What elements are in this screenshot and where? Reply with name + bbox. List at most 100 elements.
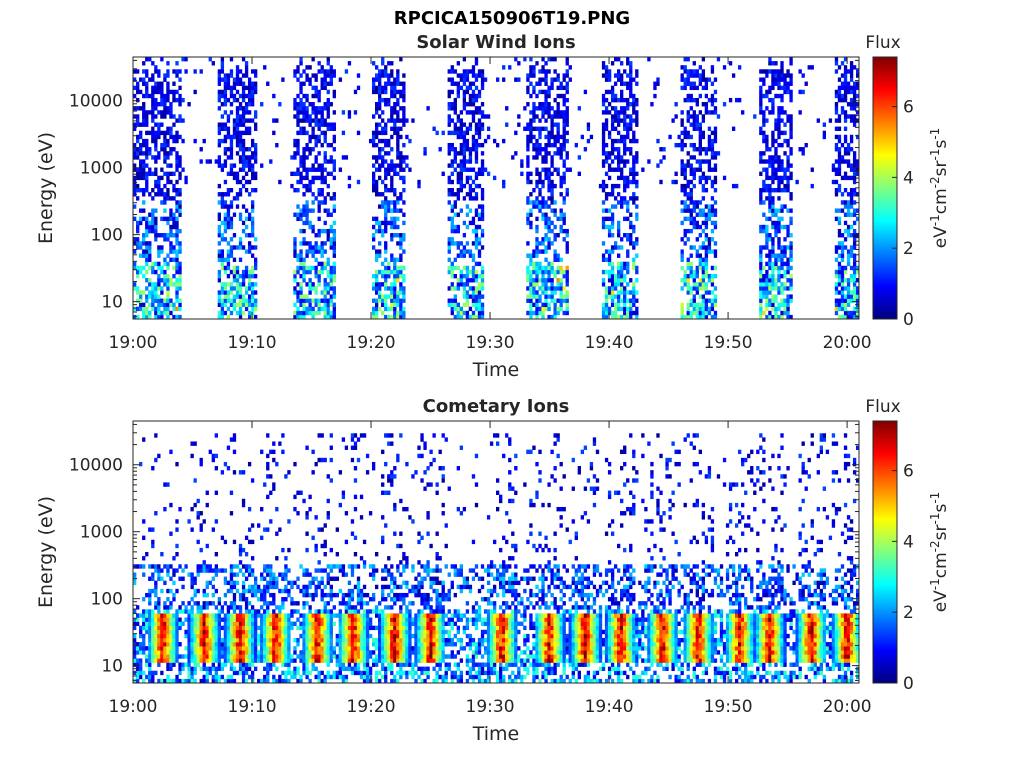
spectrogram-cell: [855, 69, 860, 74]
spectrogram-cell: [707, 306, 712, 312]
spectrogram-cell: [399, 237, 403, 242]
spectrogram-cell: [710, 208, 715, 213]
spectrogram-cell: [601, 253, 606, 258]
spectrogram-cell: [160, 216, 164, 222]
spectrogram-cell: [329, 241, 333, 246]
spectrogram-cell: [178, 241, 182, 246]
spectrogram-cell: [837, 245, 842, 250]
spectrogram-cell: [154, 138, 158, 144]
spectrogram-cell: [837, 314, 842, 320]
spectrogram-cell: [544, 142, 548, 148]
spectrogram-cell: [620, 155, 624, 160]
spectrogram-cell: [607, 261, 612, 267]
spectrogram-cell: [299, 261, 303, 267]
spectrogram-cell: [610, 249, 615, 254]
spectrogram-cell: [462, 138, 467, 144]
spectrogram-cell: [837, 134, 842, 140]
spectrogram-cell: [178, 192, 182, 197]
spectrogram-cell: [783, 130, 787, 136]
spectrogram-cell: [238, 138, 243, 144]
spectrogram-cell: [544, 286, 548, 291]
spectrogram-cell: [390, 167, 394, 172]
spectrogram-cell: [399, 175, 403, 181]
spectrogram-cell: [707, 237, 712, 242]
spectrogram-cell: [326, 81, 330, 86]
spectrogram-cell: [713, 294, 718, 299]
spectrogram-cell: [686, 97, 690, 103]
spectrogram-cell: [296, 265, 300, 271]
spectrogram-cell: [852, 65, 857, 70]
spectrogram-cell: [831, 179, 836, 185]
spectrogram-cell: [849, 204, 854, 209]
spectrogram-cell: [462, 273, 467, 279]
spectrogram-cell: [323, 302, 327, 308]
panel-title: Cometary Ions: [423, 396, 570, 417]
spectrogram-cell: [538, 188, 542, 193]
spectrogram-cell: [432, 126, 436, 131]
spectrogram-cell: [544, 77, 548, 82]
spectrogram-cell: [299, 155, 303, 160]
spectrogram-cell: [384, 314, 388, 320]
spectrogram-cell: [453, 212, 457, 217]
spectrogram-cell: [241, 163, 246, 168]
spectrogram-cell: [133, 69, 137, 74]
spectrogram-cell: [849, 114, 854, 119]
spectrogram-cell: [692, 142, 696, 148]
spectrogram-cell: [193, 588, 197, 594]
spectrogram-cell: [229, 134, 234, 140]
spectrogram-cell: [223, 192, 228, 197]
spectrogram-cell: [613, 245, 618, 250]
spectrogram-cell: [320, 114, 324, 119]
spectrogram-cell: [465, 77, 470, 82]
spectrogram-cell: [538, 151, 542, 156]
spectrogram-cell: [190, 580, 194, 586]
spectrogram-cell: [604, 269, 609, 275]
spectrogram-cell: [160, 249, 164, 254]
spectrogram-cell: [783, 175, 787, 181]
spectrogram-cell: [786, 179, 790, 185]
spectrogram-cell: [232, 118, 237, 123]
spectrogram-cell: [250, 286, 255, 291]
spectrogram-cell: [387, 269, 391, 275]
spectrogram-cell: [154, 81, 158, 86]
spectrogram-cell: [695, 147, 699, 152]
spectrogram-cell: [371, 61, 376, 66]
spectrogram-cell: [157, 233, 161, 238]
spectrogram-cell: [136, 290, 140, 295]
spectrogram-cell: [157, 310, 161, 316]
spectrogram-cell: [517, 77, 521, 82]
spectrogram-cell: [199, 650, 203, 655]
spectrogram-cell: [683, 167, 687, 172]
spectrogram-cell: [780, 179, 784, 185]
spectrogram-cell: [601, 278, 606, 283]
spectrogram-cell: [381, 97, 385, 103]
spectrogram-cell: [768, 110, 772, 115]
spectrogram-cell: [133, 621, 137, 626]
spectrogram-cell: [375, 314, 379, 320]
spectrogram-cell: [169, 576, 173, 581]
spectrogram-cell: [390, 233, 394, 238]
spectrogram-cell: [160, 658, 164, 663]
spectrogram-cell: [172, 678, 176, 684]
spectrogram-cell: [762, 122, 766, 127]
spectrogram-cell: [250, 81, 255, 86]
spectrogram-cell: [843, 204, 848, 209]
spectrogram-cell: [843, 294, 848, 299]
spectrogram-cell: [142, 188, 146, 193]
spectrogram-cell: [190, 609, 194, 614]
spectrogram-cell: [834, 102, 839, 107]
spectrogram-cell: [771, 196, 775, 201]
spectrogram-cell: [317, 200, 321, 205]
spectrogram-cell: [241, 155, 246, 160]
spectrogram-cell: [526, 175, 530, 181]
spectrogram-cell: [172, 662, 176, 667]
spectrogram-cell: [837, 77, 842, 82]
spectrogram-cell: [447, 77, 451, 82]
spectrogram-cell: [381, 310, 385, 316]
spectrogram-cell: [178, 670, 182, 676]
spectrogram-cell: [610, 245, 615, 250]
spectrogram-cell: [834, 106, 839, 111]
spectrogram-cell: [771, 212, 775, 217]
spectrogram-cell: [163, 605, 167, 610]
spectrogram-cell: [759, 69, 763, 74]
